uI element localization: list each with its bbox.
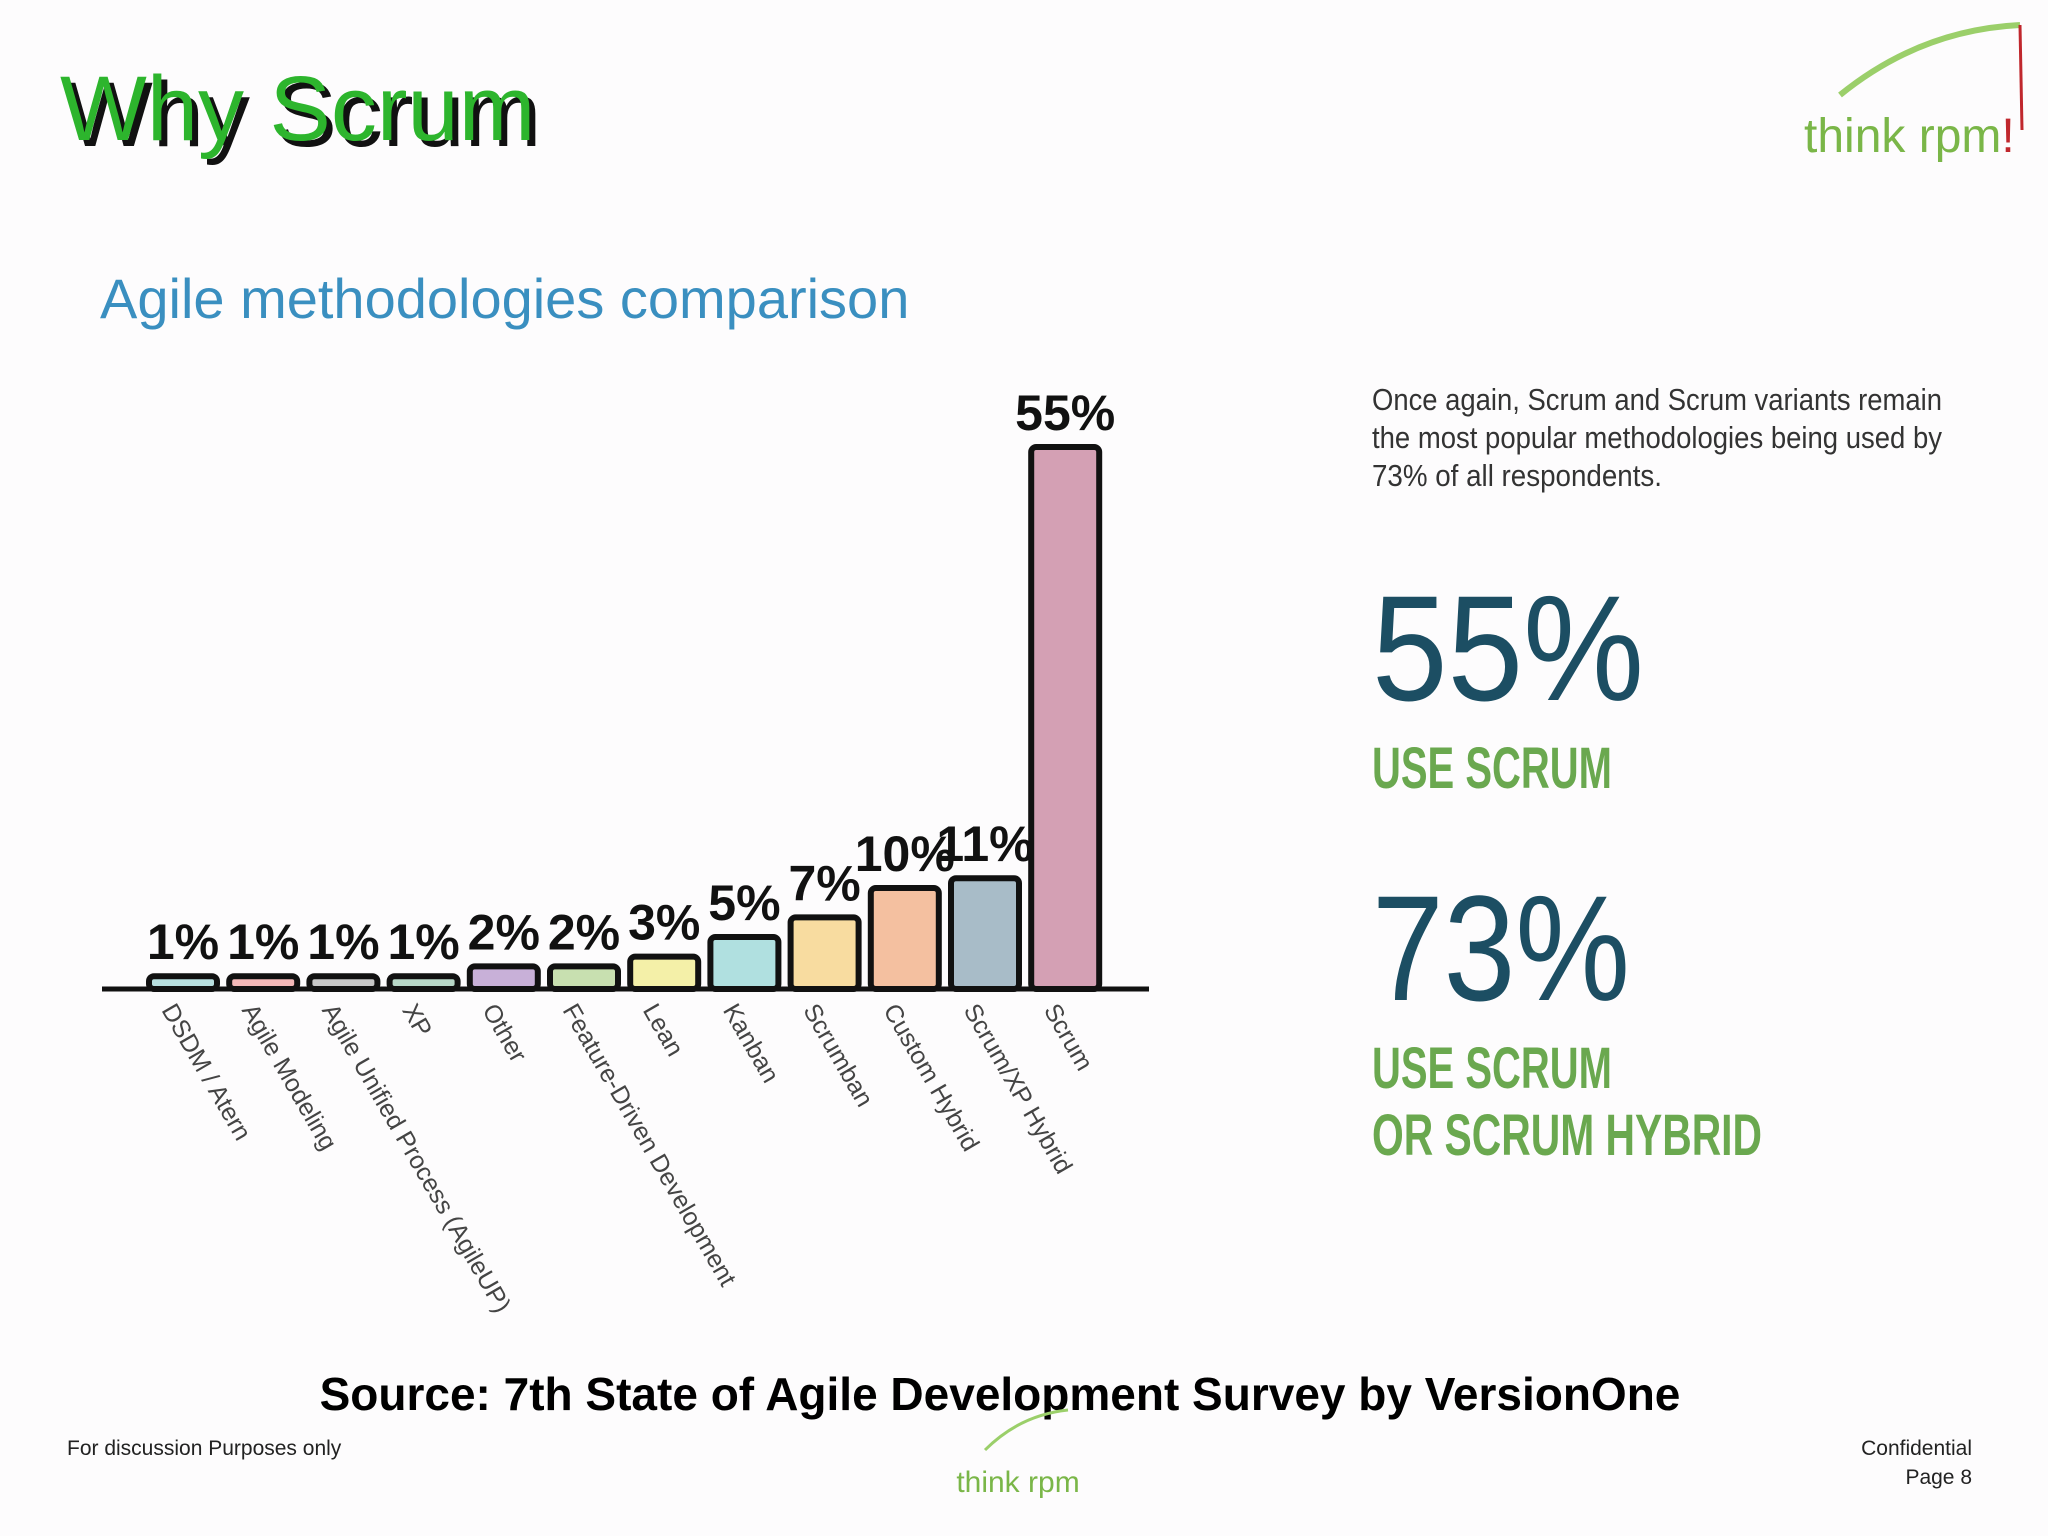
- bar: [707, 934, 782, 992]
- bar: [306, 973, 381, 993]
- value-label: 2%: [548, 904, 620, 960]
- logo-arc: [1838, 22, 2021, 98]
- footer-right: Page 8: [1905, 1466, 1972, 1489]
- slide-title: Why Scrum: [60, 58, 535, 160]
- callout-line: USE SCRUM: [1372, 1036, 1612, 1101]
- callout-line: USE SCRUM: [1372, 736, 1612, 801]
- annotation: Once again, Scrum and Scrum variants rem…: [1372, 382, 1942, 1168]
- footer-logo-text: think rpm: [956, 1466, 1079, 1499]
- value-label: 11%: [936, 816, 1033, 872]
- title-shadow: Why Scrum: [66, 64, 541, 166]
- logo: think rpm!: [1804, 110, 2015, 163]
- callout-value: 55%: [1372, 564, 1644, 732]
- value-label: 5%: [708, 875, 780, 931]
- value-label: 1%: [227, 914, 299, 970]
- bar: [627, 953, 702, 992]
- value-label: 2%: [468, 904, 540, 960]
- footer-logo-arc: [983, 1408, 1069, 1452]
- value-label: 1%: [147, 914, 219, 970]
- callout-line: OR SCRUM HYBRID: [1372, 1103, 1762, 1168]
- bar: [226, 973, 301, 993]
- bar: [386, 973, 461, 993]
- bar: [547, 963, 621, 993]
- value-label: 1%: [307, 914, 379, 970]
- bar: [867, 885, 942, 992]
- value-label: 55%: [1015, 385, 1115, 441]
- footer-right: Confidential: [1861, 1437, 1972, 1460]
- annotation-line: Once again, Scrum and Scrum variants rem…: [1372, 382, 1942, 417]
- footer-logo: think rpm: [956, 1466, 1079, 1499]
- bar: [1028, 444, 1103, 992]
- value-label: 1%: [387, 914, 459, 970]
- bar: [146, 973, 220, 993]
- chart-title: Agile methodologies comparison: [100, 267, 909, 330]
- bar: [787, 914, 862, 993]
- footer-left: For discussion Purposes only: [67, 1437, 342, 1460]
- logo-needle: [2018, 24, 2024, 131]
- value-label: 7%: [788, 855, 860, 911]
- annotation-line: 73% of all respondents.: [1372, 458, 1662, 493]
- value-label: 10%: [855, 826, 955, 882]
- value-label: 3%: [628, 895, 700, 951]
- logo-text: think rpm: [1804, 110, 2001, 163]
- bar: [948, 875, 1022, 993]
- logo-mark: !: [2001, 110, 2014, 163]
- source: Source: 7th State of Agile Development S…: [320, 1368, 1681, 1420]
- bar: [466, 963, 541, 993]
- annotation-line: the most popular methodologies being use…: [1372, 420, 1942, 455]
- callout-value: 73%: [1372, 864, 1630, 1032]
